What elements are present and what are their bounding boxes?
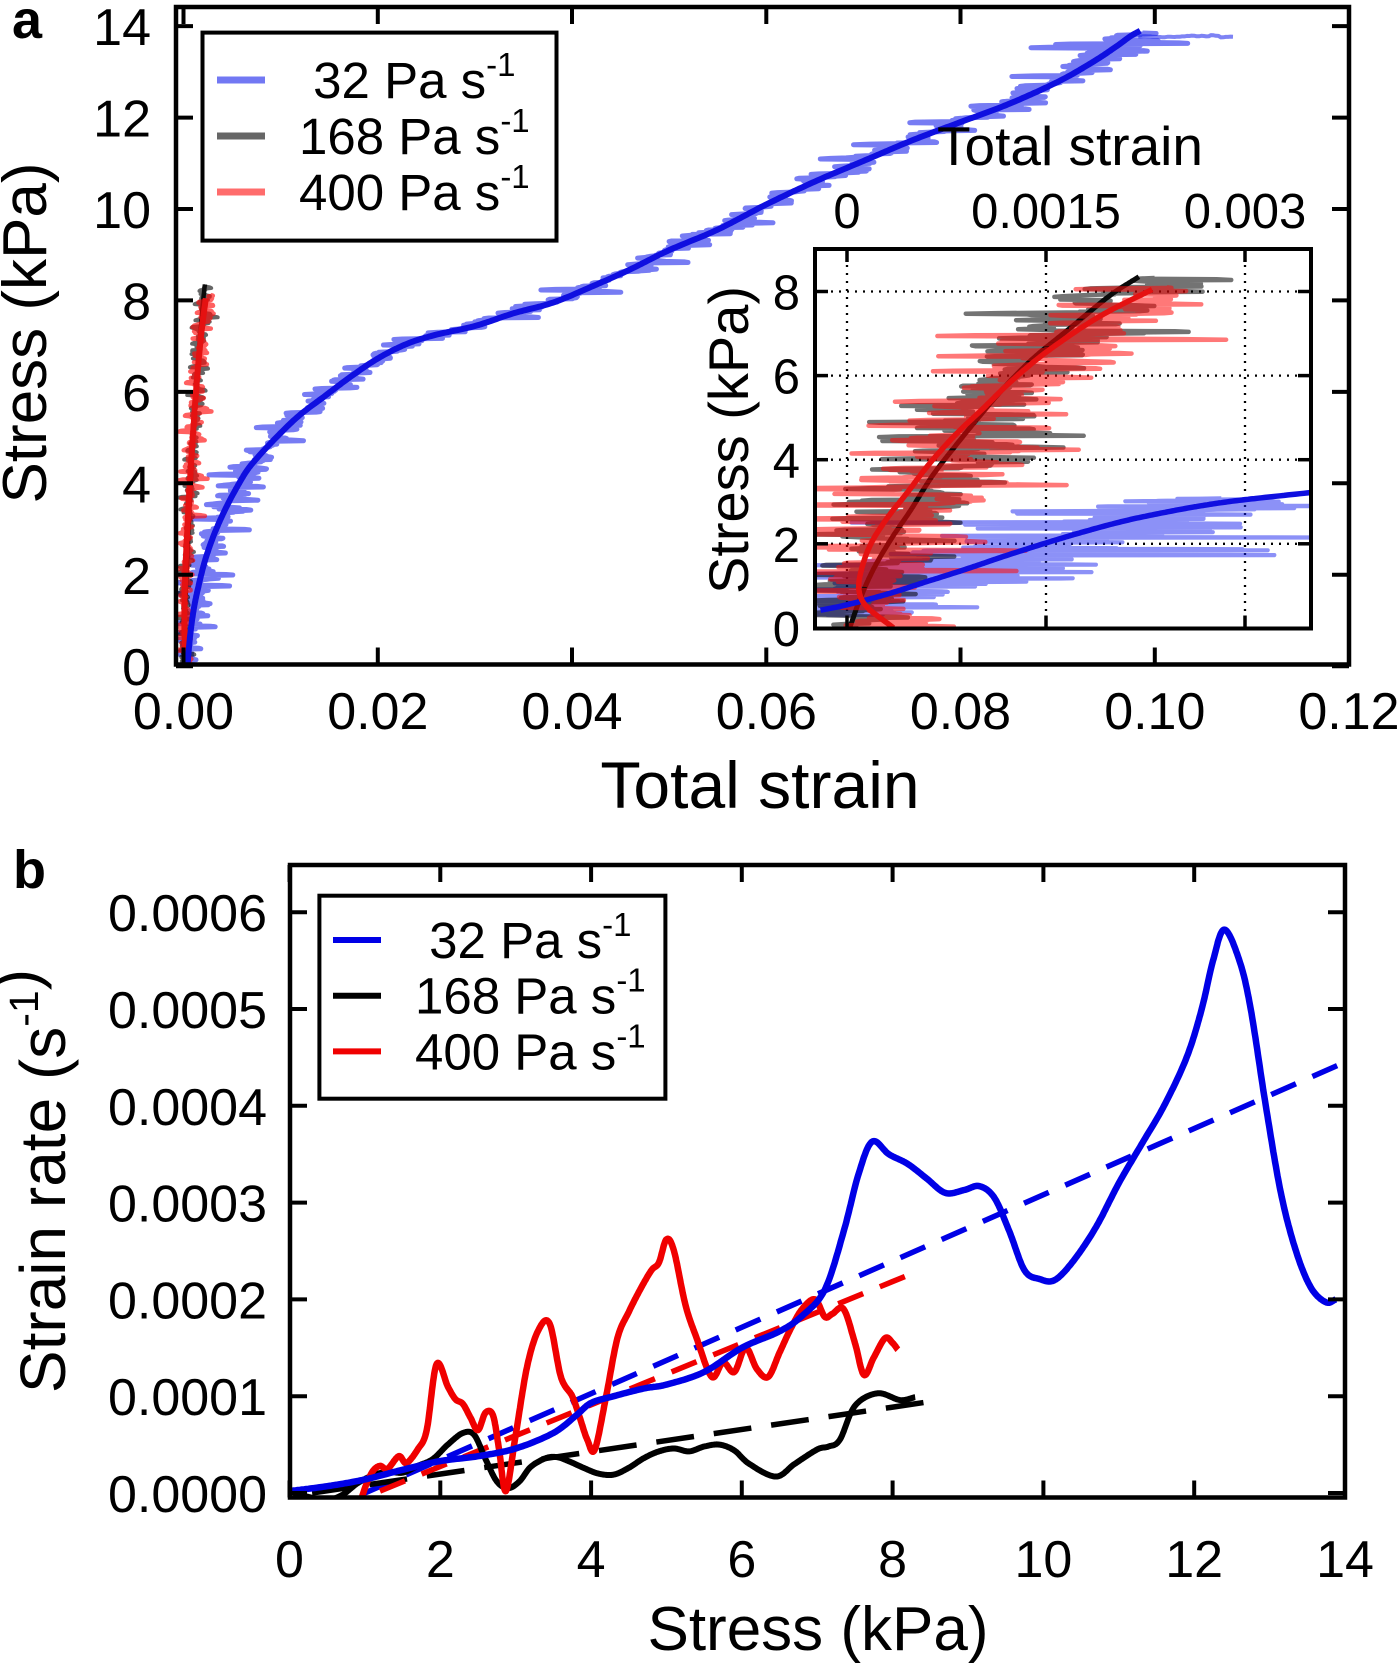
svg-text:a: a: [12, 0, 43, 50]
svg-text:0.003: 0.003: [1184, 185, 1307, 239]
svg-text:0.0002: 0.0002: [108, 1272, 267, 1330]
svg-text:Total strain: Total strain: [937, 115, 1203, 177]
svg-text:Stress (kPa): Stress (kPa): [0, 162, 60, 503]
svg-text:0.0015: 0.0015: [971, 185, 1121, 239]
svg-text:0.04: 0.04: [521, 683, 622, 741]
svg-text:6: 6: [773, 351, 800, 405]
svg-text:0.02: 0.02: [327, 683, 428, 741]
svg-text:0.0003: 0.0003: [108, 1176, 267, 1234]
svg-text:Strain rate (s-1): Strain rate (s-1): [0, 969, 79, 1393]
svg-text:0: 0: [773, 603, 800, 657]
svg-text:0.10: 0.10: [1104, 683, 1205, 741]
svg-text:0.0000: 0.0000: [108, 1466, 267, 1524]
svg-text:0: 0: [122, 639, 151, 697]
svg-text:400 Pa s-1: 400 Pa s-1: [415, 1017, 646, 1080]
svg-text:168 Pa s-1: 168 Pa s-1: [415, 962, 646, 1025]
svg-text:0.08: 0.08: [910, 683, 1011, 741]
svg-text:2: 2: [122, 548, 151, 606]
svg-text:14: 14: [93, 0, 151, 57]
svg-text:4: 4: [577, 1531, 606, 1589]
svg-text:4: 4: [773, 435, 800, 489]
svg-text:Stress (kPa): Stress (kPa): [697, 286, 760, 594]
svg-text:10: 10: [1014, 1531, 1072, 1589]
svg-text:6: 6: [122, 365, 151, 423]
svg-text:0.0001: 0.0001: [108, 1369, 267, 1427]
svg-text:12: 12: [93, 91, 151, 149]
svg-text:12: 12: [1165, 1531, 1223, 1589]
svg-text:10: 10: [93, 182, 151, 240]
svg-text:0.0005: 0.0005: [108, 982, 267, 1040]
svg-text:Stress (kPa): Stress (kPa): [647, 1595, 988, 1664]
svg-text:6: 6: [727, 1531, 756, 1589]
svg-text:0.0006: 0.0006: [108, 885, 267, 943]
svg-text:0.0004: 0.0004: [108, 1079, 267, 1137]
svg-text:14: 14: [1316, 1531, 1374, 1589]
svg-text:8: 8: [773, 267, 800, 321]
svg-text:Total strain: Total strain: [600, 748, 919, 822]
svg-text:0: 0: [833, 185, 860, 239]
svg-text:0.12: 0.12: [1298, 683, 1399, 741]
svg-text:0.00: 0.00: [133, 683, 234, 741]
svg-text:2: 2: [426, 1531, 455, 1589]
svg-text:0.06: 0.06: [716, 683, 817, 741]
svg-text:168 Pa s-1: 168 Pa s-1: [299, 102, 530, 165]
svg-text:2: 2: [773, 519, 800, 573]
svg-text:32 Pa s-1: 32 Pa s-1: [415, 906, 631, 969]
svg-text:4: 4: [122, 456, 151, 514]
svg-text:b: b: [13, 840, 46, 900]
svg-text:400 Pa s-1: 400 Pa s-1: [299, 158, 530, 221]
svg-text:32 Pa s-1: 32 Pa s-1: [299, 46, 515, 109]
svg-text:8: 8: [122, 273, 151, 331]
svg-text:8: 8: [878, 1531, 907, 1589]
svg-text:0: 0: [275, 1531, 304, 1589]
